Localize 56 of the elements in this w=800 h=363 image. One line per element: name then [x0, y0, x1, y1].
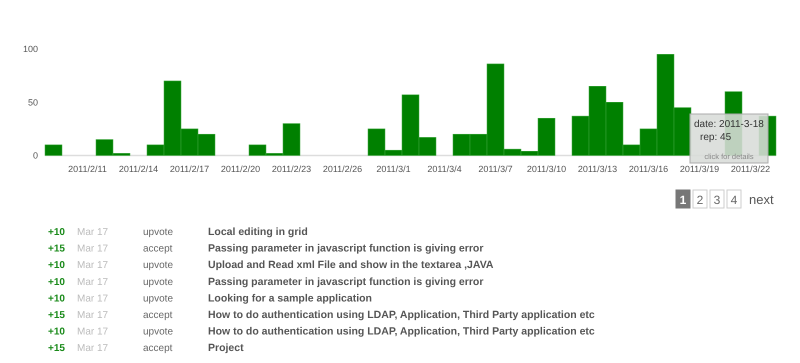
text: Mar 17	[77, 326, 109, 338]
text: +10	[48, 293, 66, 304]
text: +15	[48, 310, 66, 321]
text: accept	[143, 343, 173, 354]
text: accept	[143, 244, 173, 255]
text: Mar 17	[77, 276, 109, 288]
x-tick-label: 2011/2/26	[322, 164, 362, 174]
text: Mar 17	[77, 227, 109, 238]
text: 2	[696, 193, 704, 207]
text: Passing parameter in javascript function is giving error	[208, 276, 484, 288]
text: How to do authentication using LDAP, Application, Third Party application etc	[208, 309, 595, 321]
text: +15	[48, 343, 66, 354]
x-tick-label: 2011/3/1	[376, 164, 411, 174]
x-tick-label: 2011/3/7	[478, 164, 513, 174]
x-tick-label: 2011/3/22	[730, 164, 770, 174]
text: 3	[714, 193, 721, 207]
x-tick-label: 2011/3/13	[578, 164, 618, 174]
annotation: rep: 45	[700, 132, 732, 143]
text: upvote	[143, 260, 174, 272]
text: +10	[48, 326, 66, 338]
text: +15	[48, 244, 66, 255]
text: upvote	[143, 276, 174, 288]
text: 1	[680, 193, 687, 207]
y-tick-label: 0	[32, 150, 38, 161]
text: +10	[48, 260, 66, 272]
text: accept	[143, 310, 173, 321]
text: Mar 17	[77, 260, 109, 272]
text: +10	[48, 227, 66, 238]
text: Upload and Read xml File and show in the textarea ,JAVA	[208, 259, 494, 272]
x-tick-label: 2011/3/4	[427, 164, 462, 174]
text: Mar 17	[77, 310, 109, 321]
text: Mar 17	[77, 343, 109, 354]
text: Passing parameter in javascript function is giving error	[208, 242, 484, 255]
y-tick-label: 50	[28, 97, 38, 108]
text: upvote	[143, 227, 174, 238]
x-tick-label: 2011/2/20	[220, 164, 260, 174]
text: Project	[208, 342, 244, 354]
x-tick-label: 2011/3/19	[680, 164, 720, 174]
text: upvote	[143, 293, 174, 304]
text: +10	[48, 276, 66, 288]
x-tick-label: 2011/3/16	[628, 164, 668, 174]
x-tick-label: 2011/2/17	[170, 164, 210, 174]
x-tick-label: 2011/2/14	[118, 164, 158, 174]
text: Local editing in grid	[208, 226, 308, 238]
text: Mar 17	[77, 244, 109, 255]
x-tick-label: 2011/3/10	[526, 164, 566, 174]
text: next	[749, 192, 774, 207]
x-tick-label: 2011/2/11	[68, 164, 107, 174]
text: Mar 17	[77, 293, 109, 304]
annotation: date: 2011-3-18	[694, 119, 764, 130]
x-tick-label: 2011/2/23	[272, 164, 312, 174]
text: How to do authentication using LDAP, Application, Third Party application etc	[208, 326, 595, 338]
y-tick-label: 100	[22, 44, 38, 54]
text: 4	[730, 193, 738, 207]
text: upvote	[143, 326, 174, 338]
text: Looking for a sample application	[208, 292, 372, 304]
